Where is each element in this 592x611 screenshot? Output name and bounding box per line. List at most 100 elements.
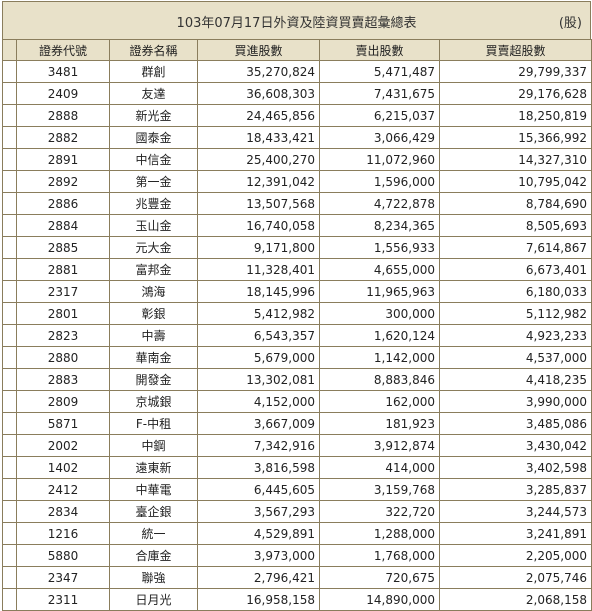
buy-shares-cell: 11,328,401 [197, 258, 320, 281]
sell-shares-cell: 8,883,846 [319, 368, 440, 391]
header-sell[interactable]: 賣出股數 [319, 39, 440, 61]
net-shares-cell: 3,430,042 [439, 434, 592, 457]
buy-shares-cell: 18,145,996 [197, 280, 320, 303]
buy-shares-cell: 3,667,009 [197, 412, 320, 435]
buy-shares-cell: 25,400,270 [197, 148, 320, 171]
net-shares-cell: 29,799,337 [439, 60, 592, 83]
net-shares-cell: 3,990,000 [439, 390, 592, 413]
net-shares-cell: 4,923,233 [439, 324, 592, 347]
stock-name-cell: 中華電 [109, 478, 198, 501]
unit-label: (股) [558, 16, 582, 31]
stock-code-cell: 2834 [16, 500, 110, 523]
net-shares-cell: 14,327,310 [439, 148, 592, 171]
buy-shares-cell: 13,302,081 [197, 368, 320, 391]
stock-name-cell: 鴻海 [109, 280, 198, 303]
table-row: 2882 國泰金 18,433,421 3,066,429 15,366,992 [2, 126, 592, 149]
header-buy[interactable]: 買進股數 [197, 39, 320, 61]
table-row: 2412 中華電 6,445,605 3,159,768 3,285,837 [2, 478, 592, 501]
sell-shares-cell: 6,215,037 [319, 104, 440, 127]
row-edge [2, 434, 17, 457]
stock-code-cell: 3481 [16, 60, 110, 83]
buy-shares-cell: 4,529,891 [197, 522, 320, 545]
stock-code-cell: 2886 [16, 192, 110, 215]
row-edge [2, 478, 17, 501]
buy-shares-cell: 12,391,042 [197, 170, 320, 193]
row-edge [2, 566, 17, 589]
table-row: 2809 京城銀 4,152,000 162,000 3,990,000 [2, 390, 592, 413]
stock-name-cell: 合庫金 [109, 544, 198, 567]
net-shares-cell: 8,505,693 [439, 214, 592, 237]
stock-name-cell: 彰銀 [109, 302, 198, 325]
sell-shares-cell: 414,000 [319, 456, 440, 479]
sell-shares-cell: 181,923 [319, 412, 440, 435]
stock-name-cell: 群創 [109, 60, 198, 83]
header-row: 證券代號 證券名稱 買進股數 賣出股數 買賣超股數 [2, 39, 592, 61]
row-edge [2, 214, 17, 237]
stock-name-cell: 第一金 [109, 170, 198, 193]
table-row: 1216 統一 4,529,891 1,288,000 3,241,891 [2, 522, 592, 545]
row-edge [2, 82, 17, 105]
stock-code-cell: 2801 [16, 302, 110, 325]
net-shares-cell: 3,485,086 [439, 412, 592, 435]
net-shares-cell: 29,176,628 [439, 82, 592, 105]
net-shares-cell: 18,250,819 [439, 104, 592, 127]
buy-shares-cell: 2,796,421 [197, 566, 320, 589]
net-shares-cell: 8,784,690 [439, 192, 592, 215]
net-shares-cell: 3,402,598 [439, 456, 592, 479]
table-row: 2880 華南金 5,679,000 1,142,000 4,537,000 [2, 346, 592, 369]
stock-name-cell: 聯強 [109, 566, 198, 589]
stock-code-cell: 2884 [16, 214, 110, 237]
sell-shares-cell: 162,000 [319, 390, 440, 413]
stock-code-cell: 2883 [16, 368, 110, 391]
table-row: 2884 玉山金 16,740,058 8,234,365 8,505,693 [2, 214, 592, 237]
buy-shares-cell: 4,152,000 [197, 390, 320, 413]
header-name[interactable]: 證券名稱 [109, 39, 198, 61]
sell-shares-cell: 3,912,874 [319, 434, 440, 457]
sell-shares-cell: 720,675 [319, 566, 440, 589]
stock-name-cell: 元大金 [109, 236, 198, 259]
sell-shares-cell: 322,720 [319, 500, 440, 523]
row-edge [2, 60, 17, 83]
sell-shares-cell: 11,072,960 [319, 148, 440, 171]
buy-shares-cell: 6,543,357 [197, 324, 320, 347]
sell-shares-cell: 4,655,000 [319, 258, 440, 281]
stock-name-cell: 臺企銀 [109, 500, 198, 523]
table-row: 2888 新光金 24,465,856 6,215,037 18,250,819 [2, 104, 592, 127]
header-code[interactable]: 證券代號 [16, 39, 110, 61]
trading-table: 證券代號 證券名稱 買進股數 賣出股數 買賣超股數 3481 群創 35,270,8… [2, 39, 592, 611]
stock-name-cell: 富邦金 [109, 258, 198, 281]
buy-shares-cell: 5,412,982 [197, 302, 320, 325]
buy-shares-cell: 16,740,058 [197, 214, 320, 237]
table-row: 2881 富邦金 11,328,401 4,655,000 6,673,401 [2, 258, 592, 281]
net-shares-cell: 7,614,867 [439, 236, 592, 259]
stock-code-cell: 2885 [16, 236, 110, 259]
stock-code-cell: 2888 [16, 104, 110, 127]
stock-code-cell: 2809 [16, 390, 110, 413]
stock-code-cell: 2891 [16, 148, 110, 171]
stock-name-cell: 中鋼 [109, 434, 198, 457]
stock-name-cell: 日月光 [109, 588, 198, 611]
row-edge [2, 412, 17, 435]
stock-code-cell: 2002 [16, 434, 110, 457]
header-net[interactable]: 買賣超股數 [439, 39, 592, 61]
net-shares-cell: 15,366,992 [439, 126, 592, 149]
row-edge [2, 192, 17, 215]
row-edge [2, 522, 17, 545]
table-row: 2317 鴻海 18,145,996 11,965,963 6,180,033 [2, 280, 592, 303]
stock-code-cell: 2823 [16, 324, 110, 347]
sell-shares-cell: 14,890,000 [319, 588, 440, 611]
net-shares-cell: 2,205,000 [439, 544, 592, 567]
table-row: 3481 群創 35,270,824 5,471,487 29,799,337 [2, 60, 592, 83]
row-edge-header [2, 39, 17, 61]
stock-code-cell: 2892 [16, 170, 110, 193]
stock-name-cell: 中信金 [109, 148, 198, 171]
stock-code-cell: 2880 [16, 346, 110, 369]
title-bar: 103年07月17日外資及陸資買賣超彙總表 (股) [2, 1, 591, 39]
sell-shares-cell: 1,620,124 [319, 324, 440, 347]
stock-code-cell: 5880 [16, 544, 110, 567]
report-title: 103年07月17日外資及陸資買賣超彙總表 [176, 16, 417, 31]
stock-name-cell: F-中租 [109, 412, 198, 435]
stock-name-cell: 玉山金 [109, 214, 198, 237]
sell-shares-cell: 1,142,000 [319, 346, 440, 369]
buy-shares-cell: 16,958,158 [197, 588, 320, 611]
